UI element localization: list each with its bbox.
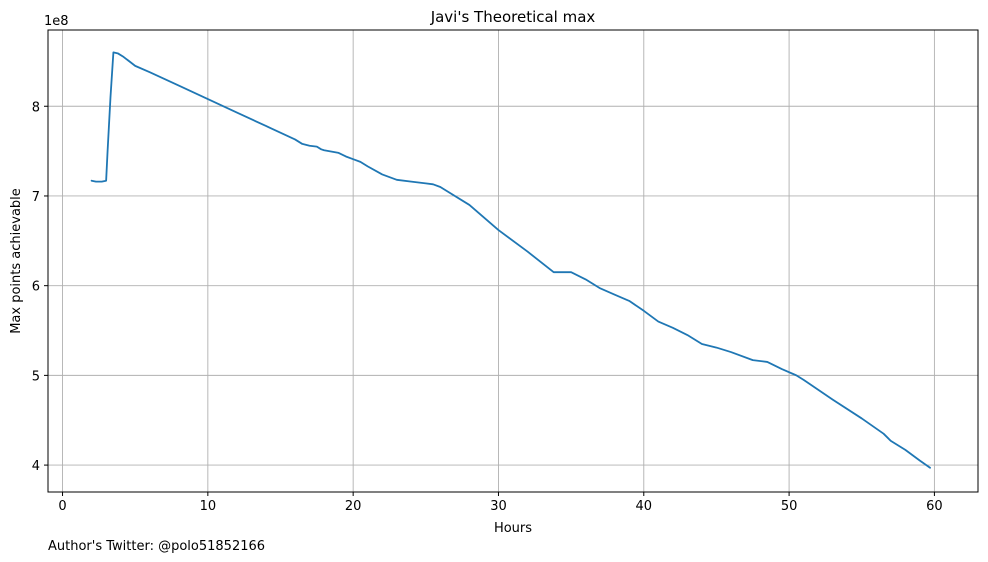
grid [48,30,978,492]
series-layer [90,51,931,469]
y-offset-label: 1e8 [44,14,69,29]
x-tick-label: 60 [926,499,943,514]
x-tick-label: 50 [781,499,798,514]
y-tick-label: 8 [32,100,40,115]
x-tick-label: 20 [345,499,362,514]
plot-frame [47,29,979,493]
y-tick-label: 6 [32,280,40,295]
x-tick-label: 40 [636,499,653,514]
x-tick-label: 30 [490,499,507,514]
y-tick-label: 4 [32,459,40,474]
y-tick-label: 5 [32,369,40,384]
y-axis-label: Max points achievable [9,188,24,334]
y-tick-label: 7 [32,190,40,205]
x-axis: 0 10 20 30 40 50 60 [58,492,943,514]
x-tick-label: 10 [200,499,217,514]
x-tick-label: 0 [58,499,66,514]
x-axis-label: Hours [494,521,532,536]
series-line [90,51,931,469]
y-axis: 4 5 6 7 8 [32,100,48,474]
author-credit: Author's Twitter: @polo51852166 [48,539,265,554]
chart-title: Javi's Theoretical max [430,8,596,26]
